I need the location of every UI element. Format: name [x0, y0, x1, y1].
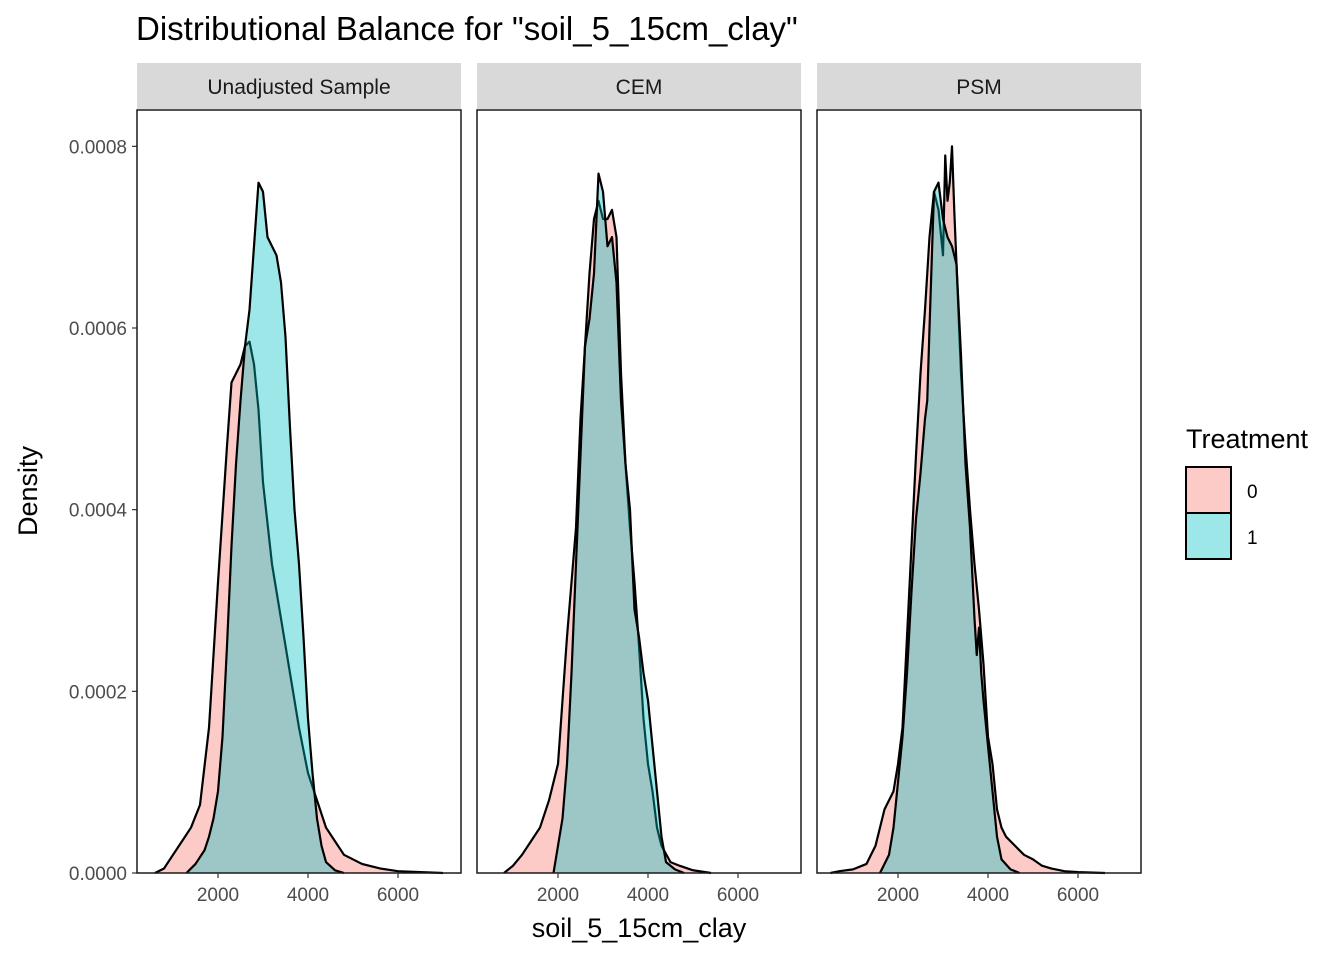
panel-background: [477, 110, 801, 873]
density-line-treatment-0: [154, 340, 444, 875]
facet-panels: 0.0000 0.0002 0.0004 0.0006 0.0008 Unadjusted…: [69, 63, 1142, 906]
x-tick-label: 6000: [377, 885, 419, 906]
x-tick-label: 6000: [717, 885, 759, 906]
density-line-treatment-1: [185, 181, 345, 875]
facet-strip-label: CEM: [616, 76, 663, 99]
legend-key-1: [1185, 512, 1232, 560]
density-area-treatment-0: [504, 200, 711, 873]
y-tick-label: 0.0000: [69, 864, 127, 885]
x-tick-label: 2000: [877, 885, 919, 906]
legend-label-1: 1: [1247, 528, 1258, 549]
facet-strip-label: PSM: [956, 76, 1002, 99]
legend: Treatment 0 1: [1185, 424, 1309, 560]
facet-panel: Unadjusted Sample 2000 4000 6000: [136, 63, 462, 906]
y-tick-label: 0.0008: [69, 137, 127, 158]
density-line-treatment-1: [879, 181, 1020, 875]
panel-border: [476, 109, 802, 874]
facet-panel: PSM 2000 4000 6000: [816, 63, 1142, 906]
density-area-treatment-0: [155, 341, 443, 873]
density-line-treatment-0: [503, 199, 712, 875]
y-tick-label: 0.0004: [69, 501, 128, 522]
y-tick-label: 0.0006: [69, 319, 127, 340]
x-tick-label: 2000: [537, 885, 579, 906]
legend-label-0: 0: [1247, 482, 1258, 503]
density-line-treatment-1: [552, 172, 685, 875]
facet-strip: [817, 63, 1141, 109]
x-tick-label: 4000: [627, 885, 669, 906]
density-line-treatment-0: [830, 145, 1106, 875]
panel-background: [817, 110, 1141, 873]
panel-background: [137, 110, 461, 873]
density-area-treatment-1: [186, 182, 344, 874]
facet-strip: [477, 63, 801, 109]
x-tick-label: 2000: [197, 885, 239, 906]
y-axis-title: Density: [13, 445, 43, 536]
legend-key-0: [1185, 466, 1232, 514]
x-tick-label: 6000: [1057, 885, 1099, 906]
density-area-treatment-1: [880, 182, 1020, 874]
facet-strip: [137, 63, 461, 109]
panel-border: [816, 109, 1142, 874]
facet-panel: CEM 2000 4000 6000: [476, 63, 802, 906]
facet-strip-label: Unadjusted Sample: [207, 76, 390, 99]
legend-title: Treatment: [1186, 424, 1309, 454]
chart-title: Distributional Balance for "soil_5_15cm_…: [136, 10, 798, 47]
panel-border: [136, 109, 462, 874]
x-axis-title: soil_5_15cm_clay: [532, 913, 747, 943]
density-area-treatment-1: [553, 173, 684, 873]
x-tick-label: 4000: [287, 885, 329, 906]
x-tick-label: 4000: [967, 885, 1009, 906]
y-tick-label: 0.0002: [69, 682, 127, 703]
